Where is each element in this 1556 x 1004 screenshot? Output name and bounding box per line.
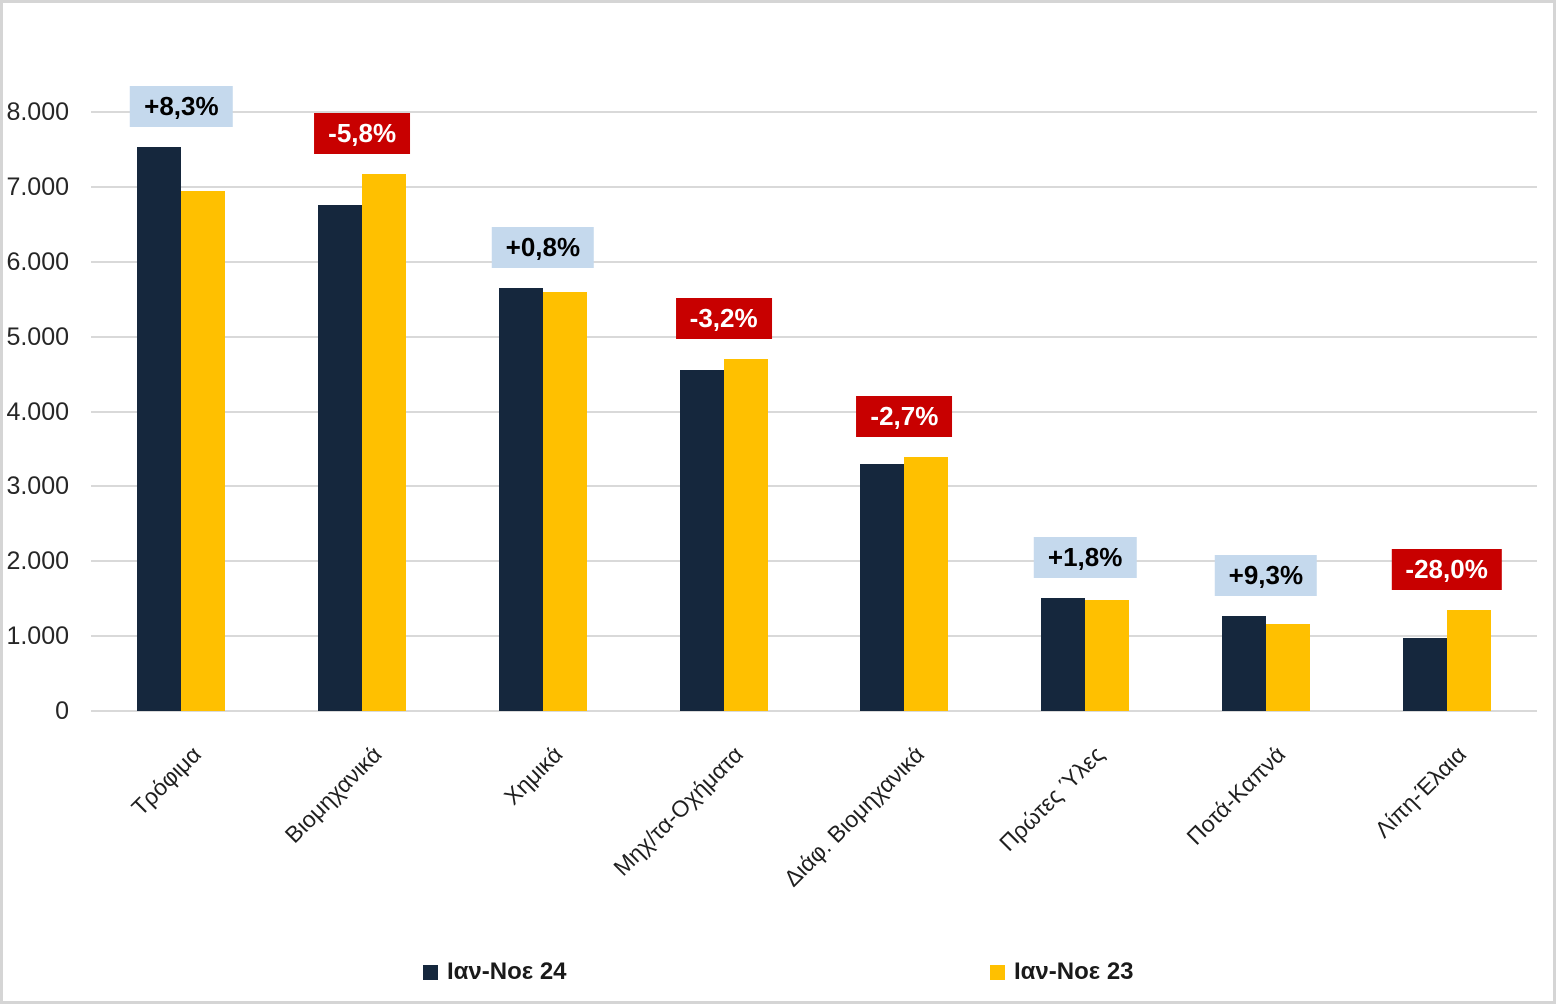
pct-change-badge: +1,8% [1033, 536, 1137, 578]
y-axis: 0 1.000 2.000 3.000 4.000 5.000 6.000 7.000 8.00… [3, 3, 1553, 1001]
bar-previous [542, 291, 587, 711]
gridline [91, 710, 1537, 712]
y-axis-tick-label: 2.000 [6, 547, 69, 576]
pct-change-badges: +8,3% -5,8% +0,8% -3,2% -2,7% +1,8% +9,3% -28,0… [3, 3, 1553, 1001]
pct-change-badge: -28,0% [1391, 548, 1502, 590]
gridline [91, 335, 1537, 338]
pct-change-badge: -3,2% [675, 298, 772, 340]
y-axis-tick-label: 6.000 [6, 247, 69, 276]
gridline [91, 111, 1537, 113]
bar-current [679, 370, 724, 711]
bar-current [137, 147, 182, 711]
pct-change-badge: +0,8% [491, 227, 595, 269]
pct-change-badge: -2,7% [856, 396, 953, 438]
legend-label-ian-noe-24: Ιαν-Νοε 24 [447, 958, 567, 985]
bar-previous [1446, 609, 1491, 711]
y-axis-tick-label: 3.000 [6, 472, 69, 501]
pct-change-badge: +9,3% [1214, 554, 1318, 596]
bar-previous [181, 190, 226, 711]
bar-previous [1265, 623, 1310, 711]
plot-gridlines [3, 3, 1553, 1001]
plot-bars [3, 3, 1553, 1001]
bar-previous [1085, 599, 1130, 711]
pct-change-badge: -5,8% [314, 113, 411, 155]
legend-swatch-yellow [990, 964, 1005, 980]
gridline [91, 635, 1537, 638]
bar-current [860, 463, 905, 711]
bar-current [1402, 638, 1447, 711]
y-axis-tick-label: 0 [55, 697, 69, 725]
bar-previous [362, 174, 407, 711]
legend-item-ian-noe-23: Ιαν-Νοε 23 [990, 957, 1134, 987]
bar-current [1041, 597, 1086, 711]
pct-change-badge: +8,3% [130, 86, 233, 128]
bar-previous [904, 457, 949, 711]
gridline [91, 260, 1537, 263]
gridline [91, 185, 1537, 188]
y-axis-tick-label: 8.000 [6, 98, 69, 126]
bar-current [318, 205, 363, 711]
legend-item-ian-noe-24: Ιαν-Νοε 24 [423, 957, 567, 987]
bar-previous [723, 359, 768, 711]
legend-swatch-navy [423, 964, 438, 980]
y-axis-tick-label: 4.000 [6, 397, 69, 426]
bar-current [498, 288, 543, 711]
y-axis-tick-label: 1.000 [6, 622, 69, 651]
gridline [91, 410, 1537, 413]
gridline [91, 560, 1537, 563]
gridline [91, 485, 1537, 488]
legend-label-ian-noe-23: Ιαν-Νοε 23 [1014, 958, 1134, 985]
y-axis-tick-label: 7.000 [6, 172, 69, 201]
bar-current [1221, 615, 1266, 711]
y-axis-tick-label: 5.000 [6, 322, 69, 351]
legend: Ιαν-Νοε 24 Ιαν-Νοε 23 [3, 957, 1553, 987]
